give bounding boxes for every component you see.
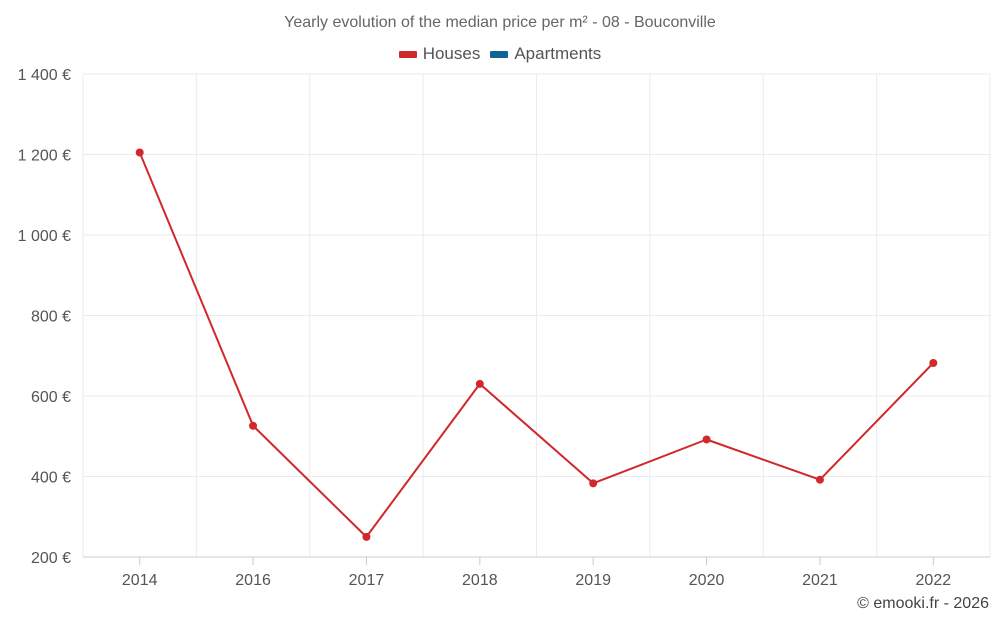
y-tick-label: 1 200 € xyxy=(18,148,71,165)
axes xyxy=(83,556,990,565)
x-axis-labels: 2014 2016 2017 2018 2019 2020 2021 2022 xyxy=(122,572,951,589)
y-axis-labels: 200 € 400 € 600 € 800 € 1 000 € 1 200 € 1 400 … xyxy=(18,67,71,567)
x-tick-label: 2022 xyxy=(916,572,952,589)
legend: Houses Apartments xyxy=(0,44,1000,64)
x-tick-label: 2017 xyxy=(349,572,385,589)
x-tick-label: 2018 xyxy=(462,572,498,589)
x-tick-label: 2014 xyxy=(122,572,158,589)
x-tick-label: 2019 xyxy=(575,572,611,589)
y-tick-label: 1 400 € xyxy=(18,67,71,84)
x-tick-label: 2020 xyxy=(689,572,725,589)
data-point[interactable] xyxy=(249,421,258,430)
data-point[interactable] xyxy=(135,148,144,157)
y-tick-label: 800 € xyxy=(31,309,71,326)
x-tick-label: 2016 xyxy=(235,572,271,589)
y-tick-label: 400 € xyxy=(31,470,71,487)
grid-lines xyxy=(82,73,991,557)
data-point[interactable] xyxy=(815,475,824,484)
chart-title: Yearly evolution of the median price per… xyxy=(284,14,716,31)
legend-label-apartments: Apartments xyxy=(514,44,602,63)
data-point[interactable] xyxy=(362,532,371,541)
credit-text: © emooki.fr - 2026 xyxy=(857,595,989,612)
x-tick-label: 2021 xyxy=(802,572,838,589)
series-line-houses xyxy=(138,152,935,538)
legend-label-houses: Houses xyxy=(422,44,481,63)
y-tick-label: 1 000 € xyxy=(18,228,71,245)
legend-item-houses[interactable]: Houses xyxy=(398,44,481,64)
series-layer xyxy=(135,148,938,541)
y-tick-label: 200 € xyxy=(31,550,71,567)
legend-item-apartments[interactable]: Apartments xyxy=(490,44,601,64)
data-point[interactable] xyxy=(475,379,484,388)
data-point[interactable] xyxy=(589,479,598,488)
y-tick-label: 600 € xyxy=(31,389,71,406)
data-point[interactable] xyxy=(929,358,938,367)
legend-swatch-houses xyxy=(398,50,417,58)
data-point[interactable] xyxy=(702,435,711,444)
legend-swatch-apartments xyxy=(490,50,509,58)
